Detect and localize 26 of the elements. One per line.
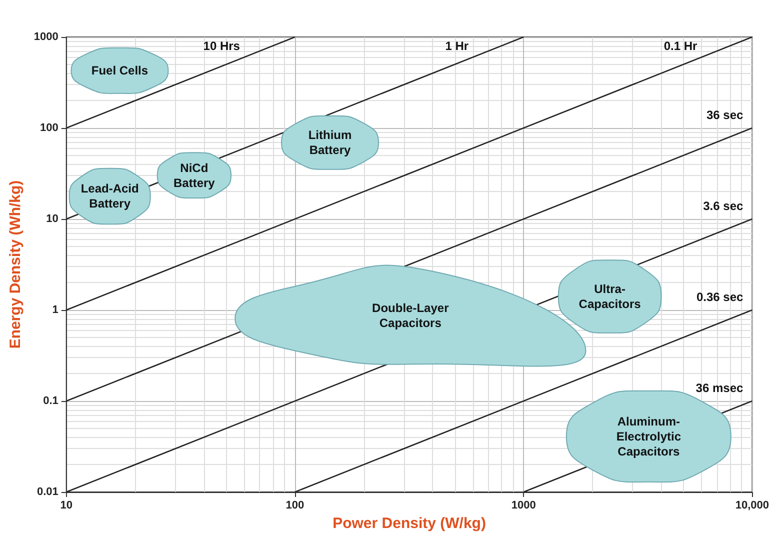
series-label: 0.36 sec (696, 290, 744, 304)
series-label: 10 Hrs (203, 39, 240, 53)
y-tick-label: 1 (52, 304, 58, 316)
series-label: Fuel Cells (91, 64, 148, 78)
series-label: Aluminum- Electrolytic Capacitors (616, 414, 682, 458)
y-tick-label: 0.01 (36, 486, 58, 498)
series-label: Lithium Battery (308, 128, 352, 158)
x-tick-label: 1000 (511, 500, 536, 512)
x-tick-label: 10 (60, 500, 72, 512)
series-label: Lead-Acid Battery (80, 182, 139, 211)
x-tick-label: 100 (286, 500, 304, 512)
y-tick-label: 10 (46, 213, 58, 225)
series-label: 36 msec (696, 381, 744, 395)
y-tick-label: 100 (40, 122, 58, 134)
series-label: 3.6 sec (703, 199, 744, 213)
series-label: NiCd Battery (173, 160, 216, 190)
series-label: 36 sec (706, 108, 744, 122)
series-label: Double-Layer Capacitors (372, 301, 450, 330)
series-label: 1 Hr (445, 39, 469, 53)
x-tick-label: 10,000 (735, 500, 770, 512)
series-label: 0.1 Hr (664, 39, 698, 53)
series-label: Ultra- Capacitors (578, 282, 642, 312)
y-tick-label: 0.1 (43, 395, 58, 407)
y-tick-label: 1000 (34, 31, 58, 43)
y-axis-title: Energy Density (Wh/kg) (7, 180, 24, 349)
x-axis-title: Power Density (W/kg) (332, 514, 486, 532)
